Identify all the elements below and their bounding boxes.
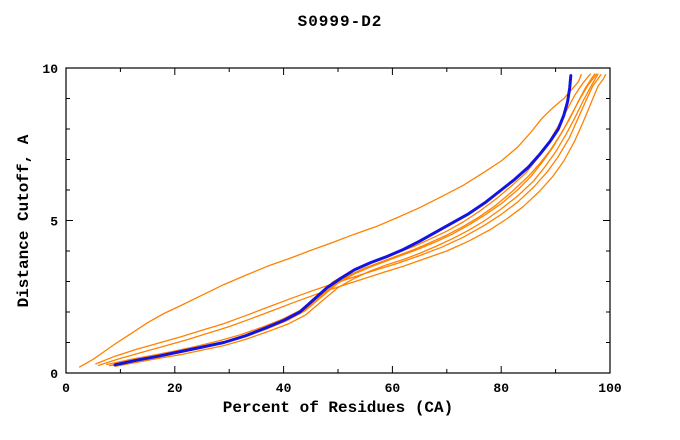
y-tick-label: 10 bbox=[42, 62, 58, 77]
x-tick-label: 80 bbox=[493, 381, 509, 396]
x-tick-label: 0 bbox=[62, 381, 70, 396]
curve-blue-highlight bbox=[113, 74, 573, 367]
curve-orange-bundle-3 bbox=[111, 73, 598, 367]
x-tick-label: 60 bbox=[385, 381, 401, 396]
plot-box bbox=[65, 67, 611, 374]
x-tick-label: 20 bbox=[167, 381, 183, 396]
y-tick-label: 5 bbox=[50, 215, 58, 230]
x-tick-label: 40 bbox=[276, 381, 292, 396]
chart-title: S0999-D2 bbox=[297, 13, 383, 31]
x-tick-label: 100 bbox=[598, 381, 622, 396]
curve-orange-bundle-4 bbox=[114, 73, 599, 367]
curve-orange-bundle-1 bbox=[106, 73, 592, 366]
y-tick-label: 0 bbox=[50, 367, 58, 382]
curve-orange-outlier bbox=[78, 74, 582, 368]
curve-orange-pair-lower bbox=[97, 74, 607, 367]
x-axis-label: Percent of Residues (CA) bbox=[222, 399, 454, 417]
curve-orange-bundle-2 bbox=[108, 73, 596, 367]
curve-orange-pair-upper bbox=[95, 74, 602, 365]
